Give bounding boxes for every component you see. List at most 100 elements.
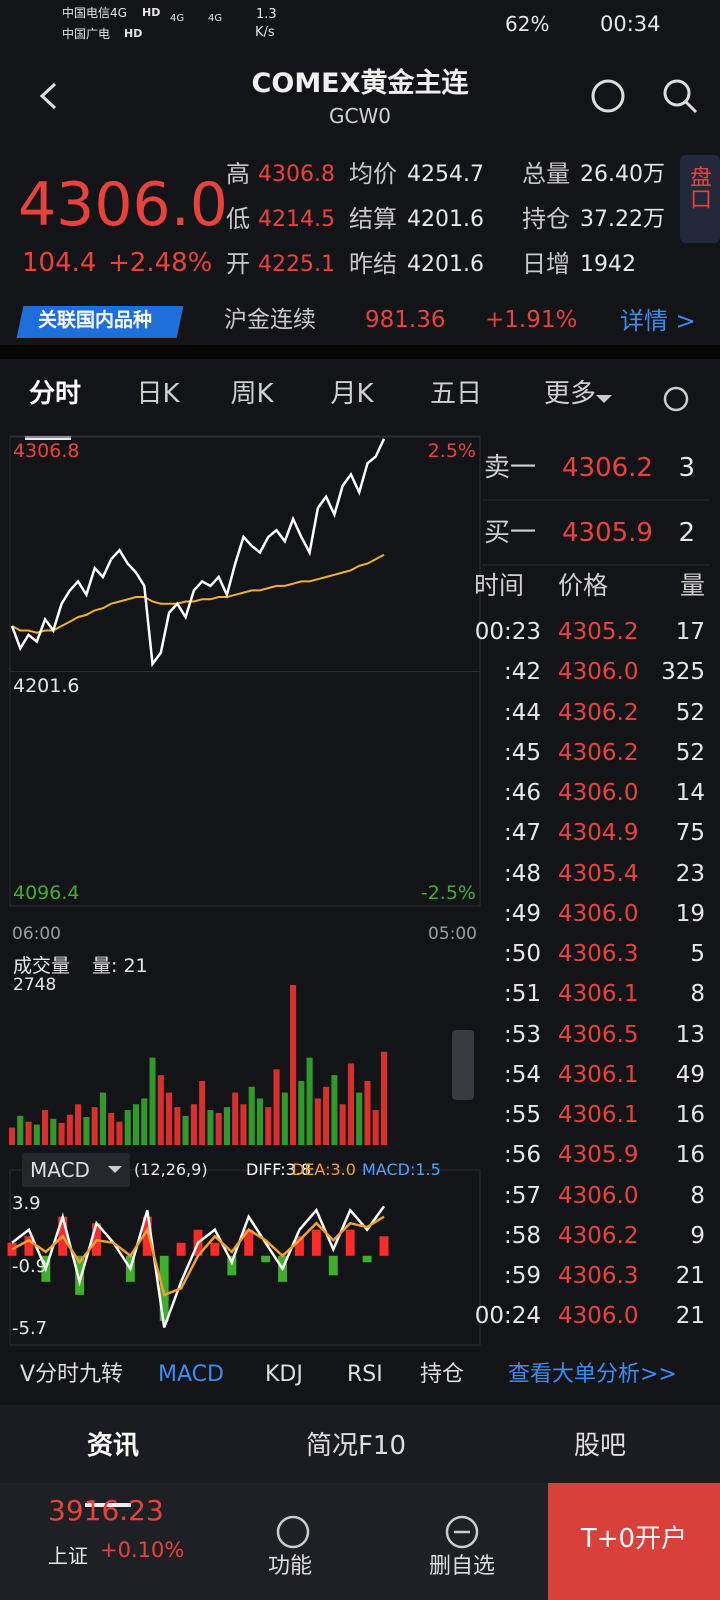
trade-price: 4306.5 [558,1021,639,1048]
open-account-button[interactable] [548,1483,720,1600]
volume-bar [207,1110,214,1145]
stat-value: 37.22万 [580,207,665,232]
stat-value: 4201.6 [407,252,484,277]
net-speed: 1.3 [256,7,277,22]
period-tab[interactable]: 更多 [543,379,597,409]
y-tick-label: 4096.4 [13,882,80,904]
macd-bar [244,1229,254,1256]
watch-label[interactable]: 删自选 [428,1554,496,1579]
trade-price: 4306.3 [558,941,639,967]
volume-bar [248,1086,255,1145]
trade-qty: 19 [675,900,705,927]
trade-qty: 8 [690,1182,705,1209]
bottom-tab[interactable]: 简况F10 [305,1431,407,1461]
trade-price: 4306.2 [558,1222,639,1249]
trade-qty: 49 [675,1061,705,1088]
function-icon[interactable] [276,1515,310,1549]
macd-bar [328,1255,338,1276]
stat-value: 4254.7 [407,162,484,187]
volume-bar [166,1092,173,1145]
trade-price: 4306.2 [558,739,639,766]
related-name: 沪金连续 [224,307,316,333]
back-icon[interactable] [39,82,57,110]
big-order-link[interactable]: 查看大单分析>> [508,1362,677,1387]
dropdown-arrow [108,1166,122,1173]
volume-bar [42,1110,49,1145]
trade-price: 4304.9 [558,820,639,847]
bottom-tab[interactable]: 股吧 [573,1431,627,1461]
trade-price: 4305.4 [558,860,639,887]
related-link[interactable]: 详情 > [620,307,696,335]
volume-bar [364,1080,371,1145]
trade-qty: 325 [661,659,705,686]
volume-bar [8,1127,16,1145]
volume-bar [75,1104,82,1145]
trade-time: :51 [503,981,541,1008]
macd-bar [261,1255,271,1263]
period-tab[interactable]: 月K [330,379,374,409]
open-account-label[interactable]: T+0开户 [580,1524,688,1554]
stat-value: 26.40万 [580,162,665,187]
change-pct: +2.48% [108,248,213,278]
stat-label: 持仓 [522,205,570,233]
expand-handle[interactable] [452,1030,474,1100]
trade-time: :58 [503,1222,541,1249]
settings-icon[interactable] [663,386,689,412]
code: GCW0 [329,104,391,128]
search-icon[interactable] [663,79,691,107]
indicator-params: (12,26,9) [134,1160,208,1179]
trade-price: 4306.0 [558,900,639,927]
legend-entry: DIFF:3.8 [246,1160,312,1179]
trade-qty: 17 [675,619,705,645]
trade-qty: 16 [675,1102,705,1128]
volume-bar [190,1104,197,1145]
volume-bar [298,1080,305,1145]
carrier: 中国电信4G [62,6,127,20]
volume-bar [273,1069,280,1145]
refresh-icon[interactable] [591,79,625,113]
period-tab[interactable]: 五日 [429,379,483,409]
macd-bar [311,1229,321,1256]
trade-time: :46 [503,780,541,806]
volume-bar [331,1075,338,1145]
volume-bar [17,1115,24,1145]
indicator-tab[interactable]: MACD [158,1362,224,1387]
y-tick-label: -0.9 [12,1255,48,1277]
period-tab[interactable]: 日K [136,379,180,409]
trade-time: :57 [503,1182,541,1209]
index-change: +0.10% [100,1538,185,1562]
indicator-tab[interactable]: RSI [347,1362,383,1387]
indicator-tab[interactable]: KDJ [265,1362,303,1387]
y-tick-label: 4306.8 [13,440,80,462]
volume-bar [347,1063,354,1145]
trade-time: :50 [503,941,541,967]
period-tab[interactable]: 分时 [28,379,82,409]
trade-time: :44 [503,699,541,726]
quote-price: 4305.9 [562,518,653,548]
period-tab[interactable]: 周K [230,379,274,409]
indicator-name[interactable]: MACD [30,1158,90,1182]
macd-bar [176,1242,186,1256]
trade-time: :56 [503,1142,541,1169]
function-label[interactable]: 功能 [267,1554,313,1579]
panel-button-label[interactable]: 盘口 [690,166,713,213]
stat-label: 总量 [522,160,570,188]
trade-time: :49 [503,900,541,927]
related-pct: +1.91% [485,307,578,333]
remove-watch-icon[interactable] [445,1515,479,1549]
trade-price: 4306.0 [558,659,639,686]
bottom-tabs-bar [0,1405,720,1483]
indicator-tab[interactable]: 持仓 [420,1362,465,1387]
y2-tick-label: 2.5% [427,440,476,462]
trade-time: :48 [503,860,541,887]
stat-label: 结算 [349,205,397,233]
y2-tick-label: -2.5% [420,882,476,904]
title: COMEX黄金主连 [251,68,469,99]
indicator-tab[interactable]: V分时九转 [20,1362,124,1387]
indicator-select [22,1153,130,1187]
trade-time: :54 [503,1061,541,1088]
panel-button[interactable] [680,155,720,243]
bottom-tab[interactable]: 资讯 [86,1431,140,1461]
index-name: 上证 [48,1544,88,1568]
